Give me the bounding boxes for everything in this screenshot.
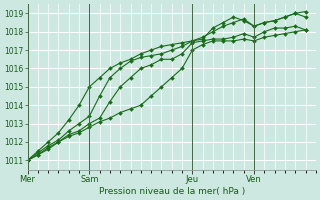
X-axis label: Pression niveau de la mer( hPa ): Pression niveau de la mer( hPa ) [99, 187, 245, 196]
